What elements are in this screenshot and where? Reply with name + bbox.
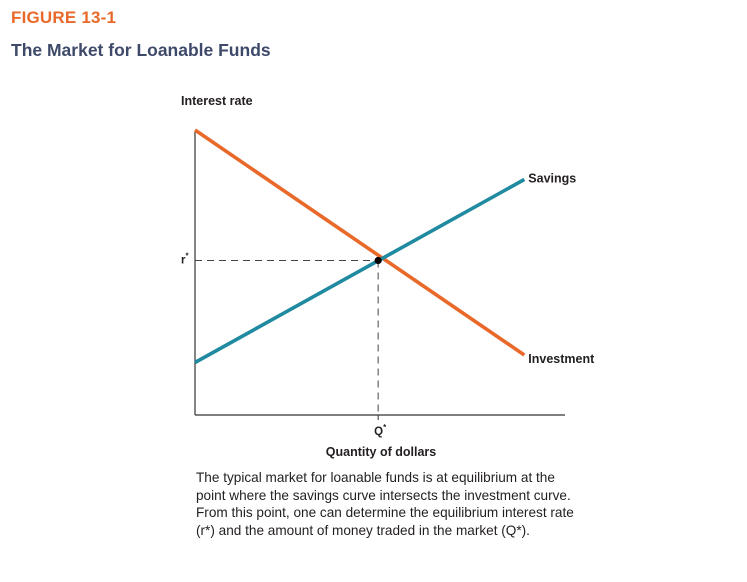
- loanable-funds-chart: Interest rate Quantity of dollars Saving…: [181, 94, 595, 459]
- savings-label: Savings: [528, 172, 576, 186]
- figure-title: The Market for Loanable Funds: [11, 40, 271, 60]
- y-axis-label: Interest rate: [181, 94, 253, 108]
- r-star-label: r*: [181, 252, 189, 267]
- investment-label: Investment: [528, 352, 595, 366]
- x-axis-label: Quantity of dollars: [326, 445, 436, 459]
- savings-curve: [194, 177, 526, 365]
- equilibrium-point: [374, 256, 382, 265]
- figure-label: FIGURE 13-1: [11, 8, 117, 27]
- q-star-label: Q*: [374, 423, 387, 438]
- figure-caption: The typical market for loanable funds is…: [196, 470, 574, 538]
- investment-curve: [193, 128, 526, 357]
